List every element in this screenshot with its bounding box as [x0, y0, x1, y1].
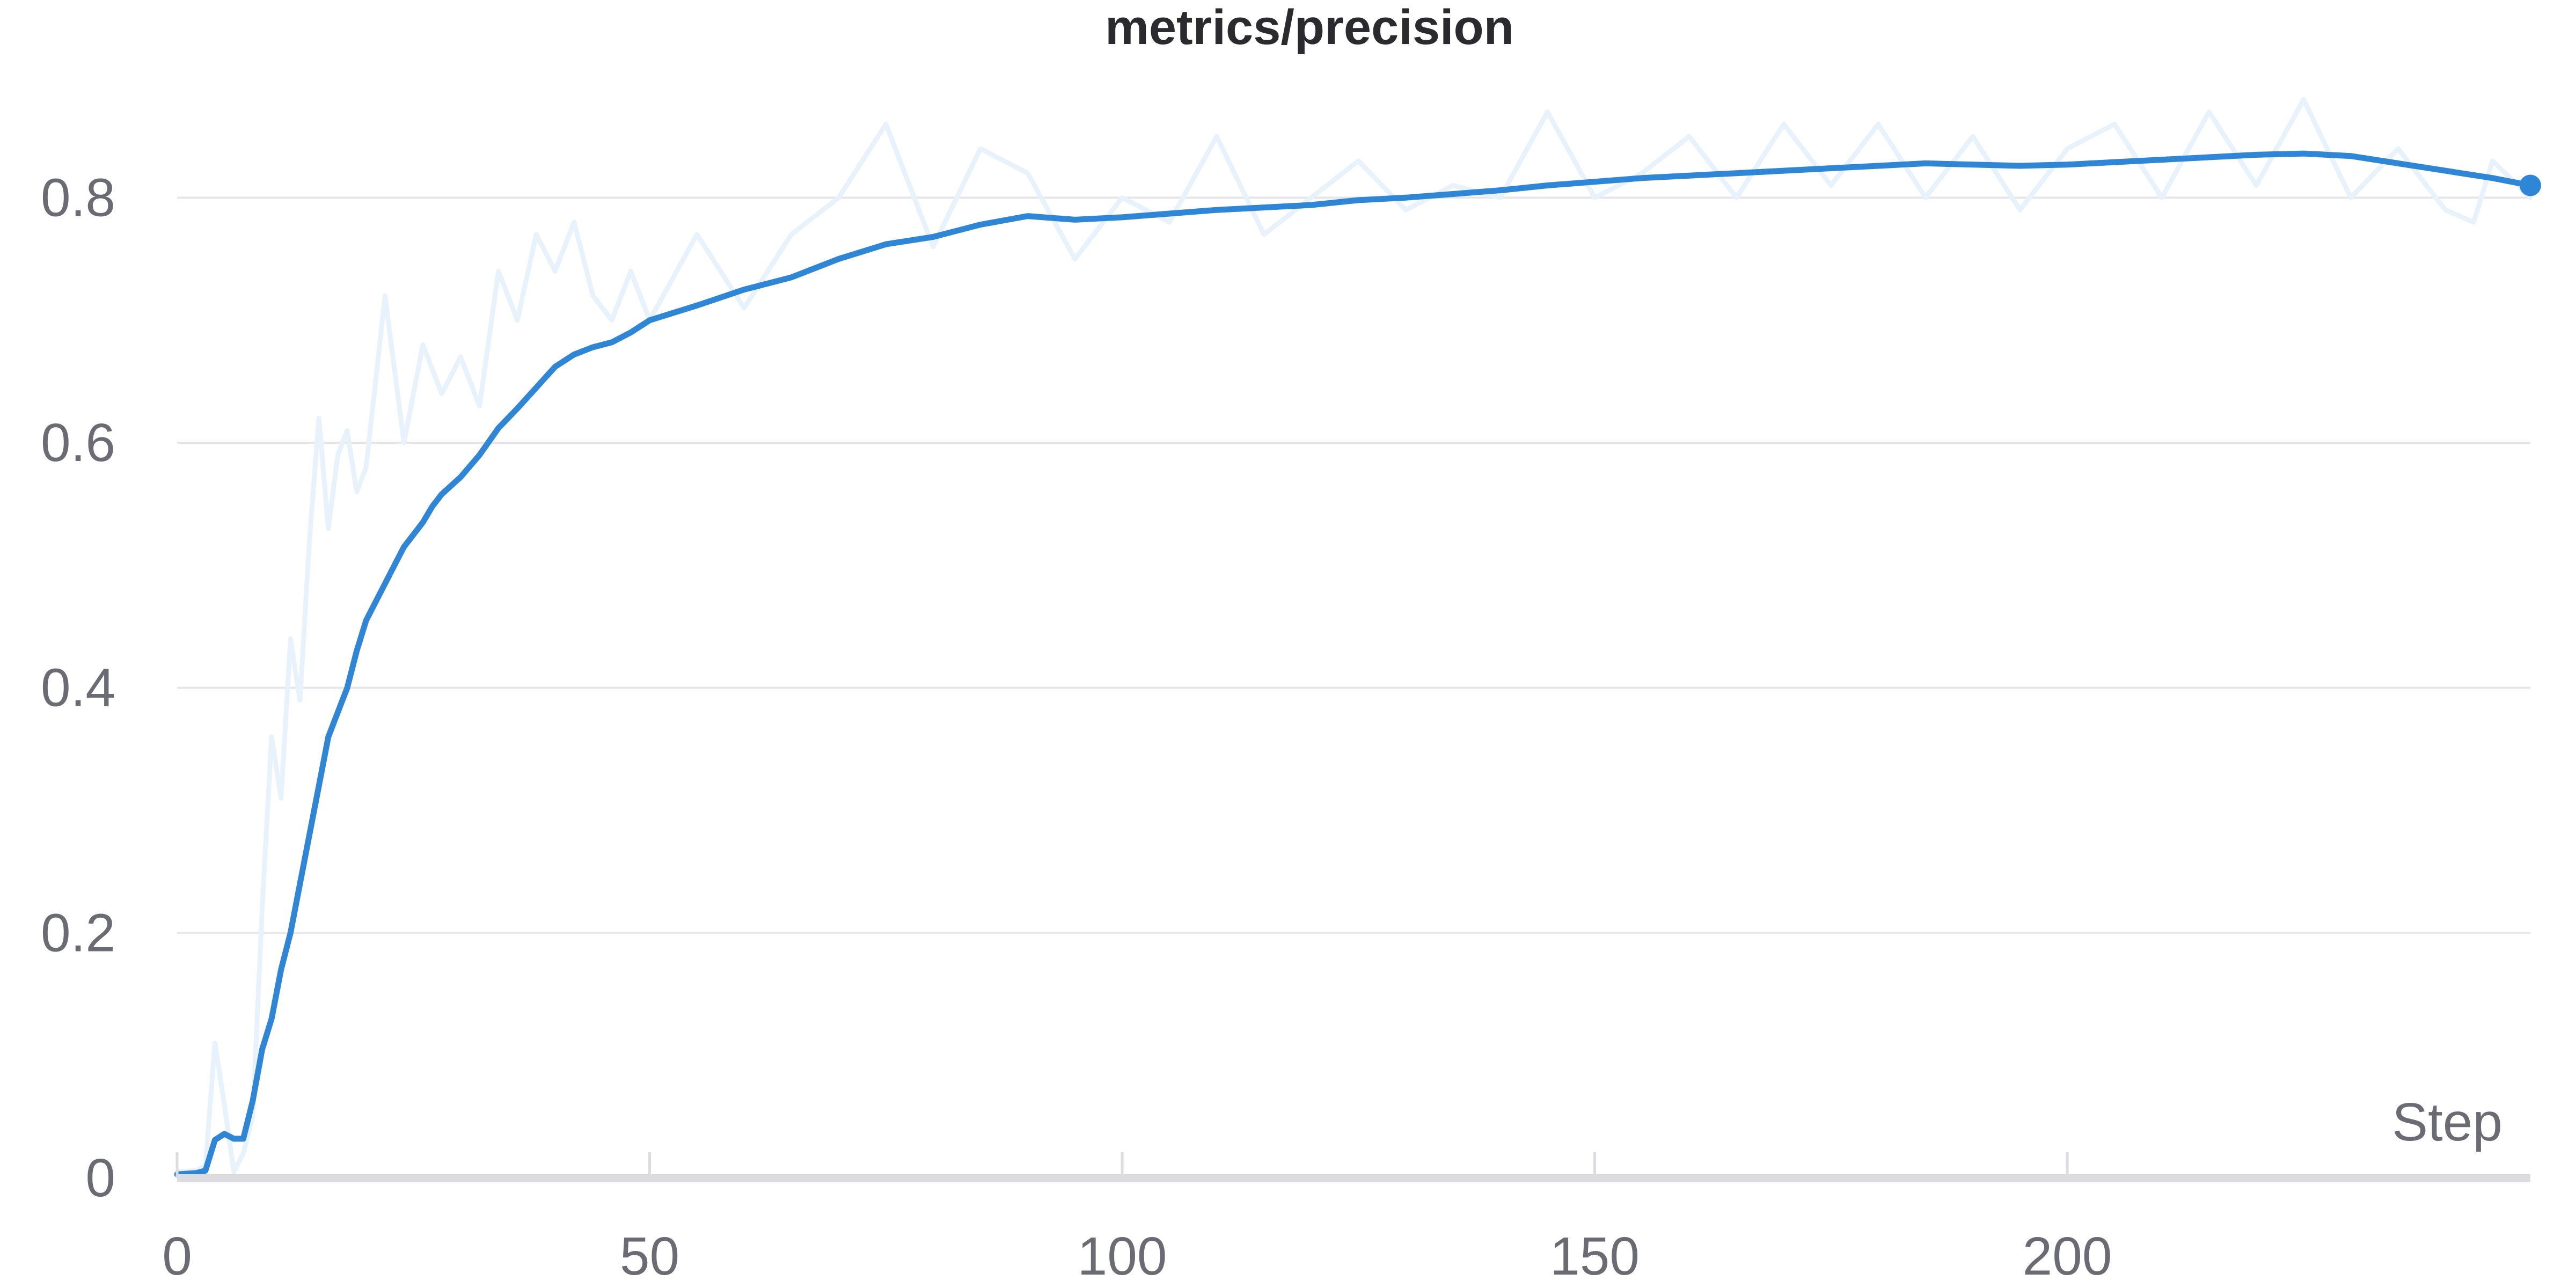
raw-precision-line [174, 97, 2533, 1175]
y-tick-label: 0.2 [41, 903, 115, 963]
chart-title: metrics/precision [1105, 0, 1514, 55]
y-tick-label: 0.6 [41, 413, 115, 473]
raw-series [174, 97, 2533, 1175]
x-tick-label: 200 [2023, 1226, 2112, 1286]
smoothed-precision-line [174, 150, 2534, 1177]
x-tick-label: 0 [162, 1226, 192, 1286]
x-tick-label: 100 [1078, 1226, 1167, 1286]
y-tick-label: 0.8 [41, 167, 115, 228]
x-tick-labels: 0 50 100 150 200 [162, 1226, 2112, 1286]
x-axis-label: Step [2392, 1092, 2502, 1152]
x-axis [175, 1152, 2530, 1182]
gridlines [177, 196, 2530, 934]
x-tick-label: 50 [620, 1226, 679, 1286]
y-tick-label: 0.4 [41, 658, 115, 718]
last-point-marker[interactable] [2520, 174, 2541, 196]
x-tick-label: 150 [1550, 1226, 1640, 1286]
y-tick-labels: 0 0.2 0.4 0.6 0.8 [41, 167, 115, 1208]
smoothed-series [174, 150, 2541, 1177]
y-tick-label: 0 [85, 1148, 115, 1208]
